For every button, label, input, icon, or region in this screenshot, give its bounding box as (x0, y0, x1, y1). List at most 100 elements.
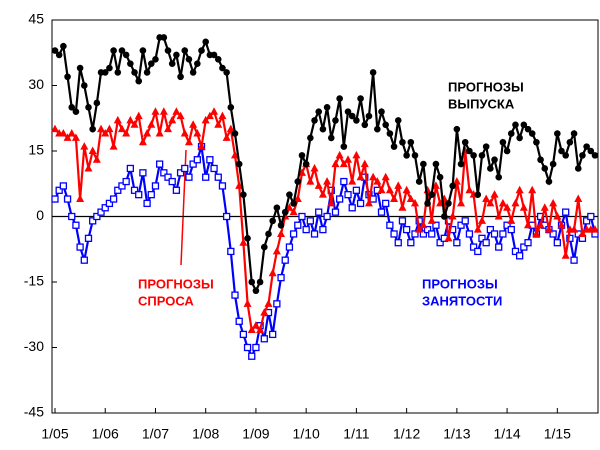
point (264, 299, 273, 307)
point (160, 34, 168, 41)
point (59, 129, 68, 137)
point (507, 225, 515, 234)
point (381, 172, 390, 181)
point (76, 243, 84, 251)
point (562, 152, 569, 159)
point (453, 125, 461, 133)
point (172, 186, 181, 194)
point (63, 195, 72, 203)
point (89, 125, 96, 133)
point (591, 225, 599, 233)
point (256, 325, 265, 334)
point (226, 124, 235, 133)
point (139, 169, 147, 177)
point (474, 191, 482, 198)
point (495, 243, 503, 251)
point (503, 147, 511, 155)
point (524, 239, 532, 247)
point (344, 155, 353, 163)
point (390, 143, 398, 150)
point (436, 173, 444, 181)
point (256, 278, 264, 286)
point (473, 225, 482, 233)
point (498, 198, 507, 207)
series-square (51, 142, 599, 360)
point (578, 229, 587, 237)
point (356, 172, 365, 181)
point (302, 225, 310, 234)
point (151, 107, 160, 115)
point (164, 173, 172, 181)
point (210, 51, 218, 59)
point (84, 234, 93, 242)
point (340, 143, 348, 150)
point (499, 138, 507, 146)
point (315, 108, 323, 115)
point (318, 190, 327, 198)
point (248, 278, 256, 286)
x-tick-label: 1/14 (493, 426, 520, 442)
point (561, 251, 570, 259)
point (449, 182, 456, 190)
point (294, 221, 302, 229)
point (457, 198, 466, 207)
point (574, 165, 582, 172)
x-tick-label: 1/08 (192, 426, 219, 442)
point (477, 216, 486, 224)
point (243, 343, 252, 352)
point (81, 82, 88, 89)
point (222, 212, 231, 221)
point (281, 256, 289, 264)
annotation: ПРОГНОЗЫ (138, 276, 214, 291)
point (411, 152, 419, 159)
point (503, 221, 511, 229)
point (579, 152, 586, 159)
point (332, 117, 339, 124)
point (331, 208, 340, 216)
annotation: ПРОГНОЗЫ (422, 276, 498, 291)
y-tick-label: -30 (24, 338, 44, 354)
point (528, 130, 536, 137)
point (239, 238, 248, 246)
x-tick-label: 1/09 (242, 426, 269, 442)
point (269, 217, 276, 225)
point (553, 239, 561, 247)
point (307, 134, 314, 142)
point (273, 204, 281, 212)
point (260, 308, 269, 316)
point (540, 203, 549, 211)
point (327, 198, 336, 207)
point (478, 234, 486, 242)
point (323, 212, 331, 221)
point (432, 221, 440, 229)
point (339, 159, 348, 168)
point (185, 173, 193, 181)
point (130, 186, 139, 194)
point (147, 120, 156, 128)
point (231, 291, 239, 299)
point (289, 230, 298, 238)
point (118, 182, 126, 190)
point (549, 160, 557, 168)
point (109, 142, 118, 150)
point (357, 95, 364, 102)
point (431, 181, 440, 189)
point (377, 185, 386, 194)
point (378, 108, 385, 115)
point (314, 181, 323, 189)
point (452, 177, 461, 185)
point (424, 200, 431, 207)
point (231, 150, 239, 159)
point (227, 104, 235, 111)
point (265, 230, 272, 238)
point (306, 217, 314, 225)
point (67, 129, 76, 137)
point (181, 164, 189, 173)
point (544, 225, 553, 233)
point (160, 169, 168, 177)
point (558, 147, 565, 155)
point (427, 216, 436, 224)
point (574, 194, 583, 203)
point (290, 200, 297, 207)
